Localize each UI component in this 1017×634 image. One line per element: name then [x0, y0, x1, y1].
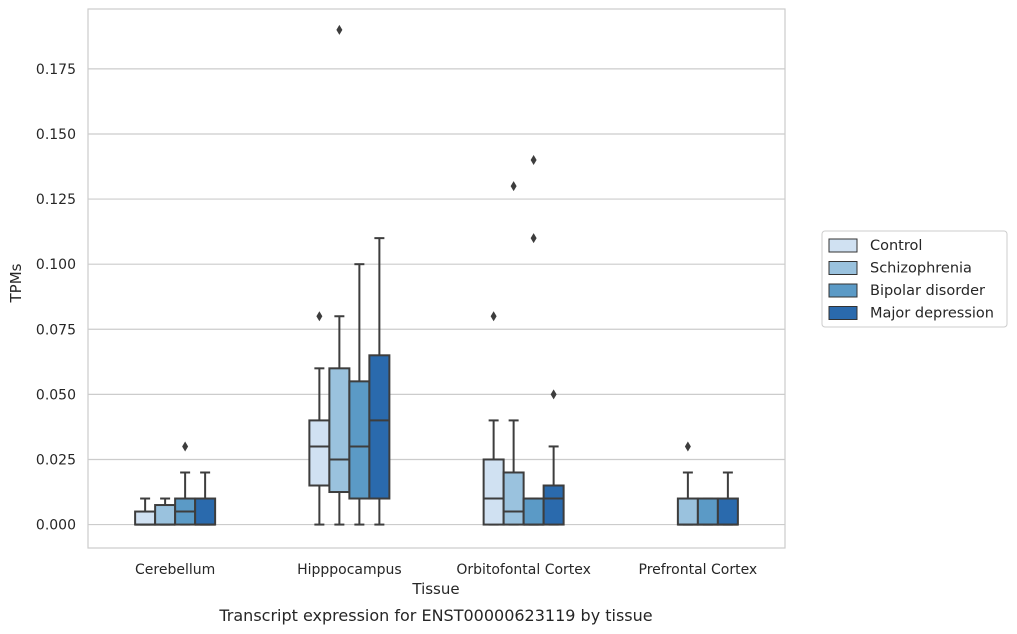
box-plot [194, 471, 217, 526]
box [328, 367, 351, 494]
x-tick-label: Orbitofontal Cortex [456, 562, 591, 578]
box [502, 471, 525, 526]
box-plot [348, 263, 371, 526]
y-tick-label: 0.125 [36, 192, 76, 208]
plot-area [87, 8, 786, 549]
box [134, 510, 157, 526]
box-plot [368, 237, 391, 526]
outlier-point [550, 389, 557, 400]
y-tick-label: 0.025 [36, 452, 76, 468]
legend: Control Schizophrenia Bipolar disorder Majo… [821, 230, 1008, 328]
legend-label: Schizophrenia [870, 261, 972, 277]
box-plot [134, 497, 157, 526]
legend-label: Major depression [870, 306, 994, 322]
box-plot [154, 497, 177, 526]
outlier-point [510, 181, 517, 192]
box [522, 497, 545, 526]
x-axis-ticks: Cerebellum Hipppocampus Orbitofontal Corte… [135, 562, 757, 578]
x-tick-label: Cerebellum [135, 562, 215, 578]
y-tick-label: 0.150 [36, 127, 76, 143]
y-tick-label: 0.050 [36, 387, 76, 403]
outlier-point [182, 441, 189, 452]
boxes [134, 24, 739, 526]
box-plot [482, 311, 505, 526]
y-tick-label: 0.100 [36, 257, 76, 273]
y-axis-title: TPMs [7, 263, 25, 303]
box [348, 380, 371, 500]
box-plot [502, 181, 525, 526]
outlier-point [530, 233, 537, 244]
chart-caption: Transcript expression for ENST0000062311… [218, 606, 652, 625]
x-axis-title: Tissue [411, 580, 459, 598]
box-plot [696, 497, 719, 526]
box [194, 497, 217, 526]
outlier-point [316, 311, 323, 322]
gridlines [88, 68, 785, 526]
box [676, 497, 699, 526]
legend-frame [821, 230, 1008, 328]
outlier-point [530, 155, 537, 166]
legend-swatch [828, 261, 858, 275]
y-axis-ticks: 0.000 0.025 0.050 0.075 0.100 0.125 0.150 0.175 [36, 62, 76, 534]
y-tick-label: 0.175 [36, 62, 76, 78]
x-tick-label: Prefrontal Cortex [639, 562, 758, 578]
legend-swatch [828, 283, 858, 298]
outlier-point [336, 24, 343, 35]
box-plot [716, 471, 739, 526]
box [696, 497, 719, 526]
legend-label: Bipolar disorder [870, 283, 985, 299]
outlier-point [684, 441, 691, 452]
legend-swatch [828, 238, 858, 253]
box [716, 497, 739, 526]
x-tick-label: Hipppocampus [297, 562, 402, 578]
box-plot [542, 389, 565, 526]
box [482, 458, 505, 526]
box [308, 419, 331, 487]
legend-label: Control [870, 238, 922, 254]
box [542, 484, 565, 526]
box [154, 504, 177, 526]
y-tick-label: 0.075 [36, 322, 76, 338]
legend-swatch [828, 306, 858, 320]
outlier-point [490, 311, 497, 322]
box [368, 354, 391, 500]
y-tick-label: 0.000 [36, 518, 76, 534]
box-plot [308, 311, 331, 526]
